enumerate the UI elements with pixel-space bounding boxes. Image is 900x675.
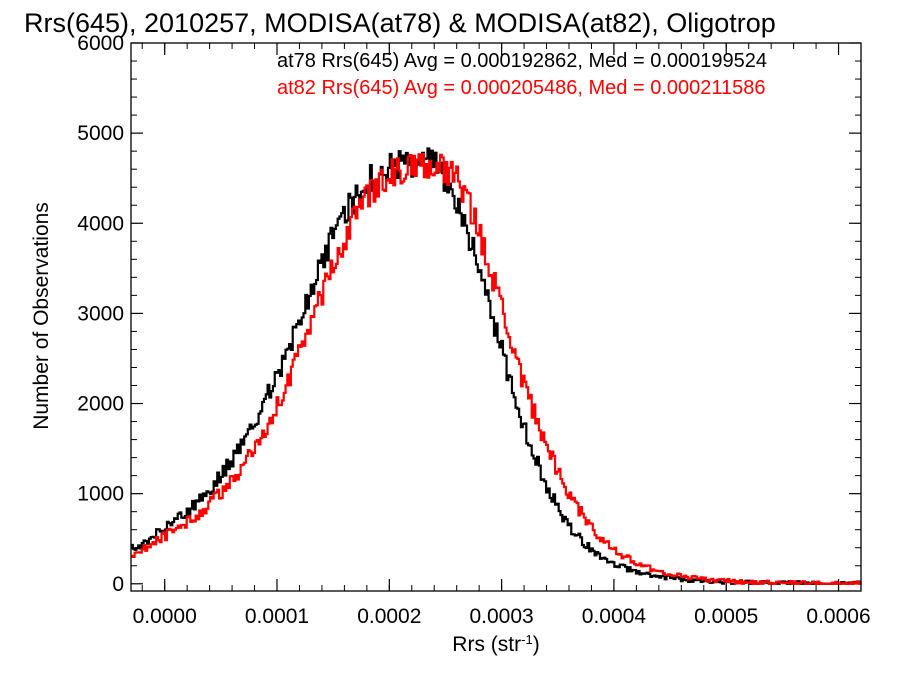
series-line-at78 [131,147,862,585]
y-tick-label: 0 [112,573,124,596]
x-tick-label: 0.0005 [694,605,758,628]
y-tick-label: 4000 [77,212,124,235]
y-axis-label: Number of Observations [30,202,53,430]
x-tick-label: 0.0001 [245,605,309,628]
plot-frame [130,42,862,592]
axes-ticks [131,42,862,591]
y-tick-label: 6000 [77,32,124,55]
x-tick-label: 0.0004 [582,605,647,628]
x-tick-label: 0.0000 [133,605,197,628]
y-tick-label: 5000 [77,122,124,145]
series-line-at82 [131,153,862,585]
y-tick-label: 3000 [77,302,124,325]
x-axis-label: Rrs (str-1) [452,632,539,657]
legend-entry-at82: at82 Rrs(645) Avg = 0.000205486, Med = 0… [277,77,766,99]
x-tick-label: 0.0002 [357,605,421,628]
x-tick-label: 0.0006 [806,605,870,628]
y-tick-label: 2000 [77,393,124,416]
series-layer [131,147,862,585]
x-tick-labels: 0.0000 0.0001 0.0002 0.0003 0.0004 0.0005 0.00… [133,605,871,628]
x-tick-label: 0.0003 [469,605,533,628]
y-tick-labels: 0 1000 2000 3000 4000 5000 6000 [77,32,124,596]
x-axis-label-superscript: -1 [521,632,533,647]
legend-entry-at78: at78 Rrs(645) Avg = 0.000192862, Med = 0… [277,50,767,72]
y-tick-label: 1000 [77,483,124,506]
chart-title: Rrs(645), 2010257, MODISA(at78) & MODISA… [24,8,776,38]
